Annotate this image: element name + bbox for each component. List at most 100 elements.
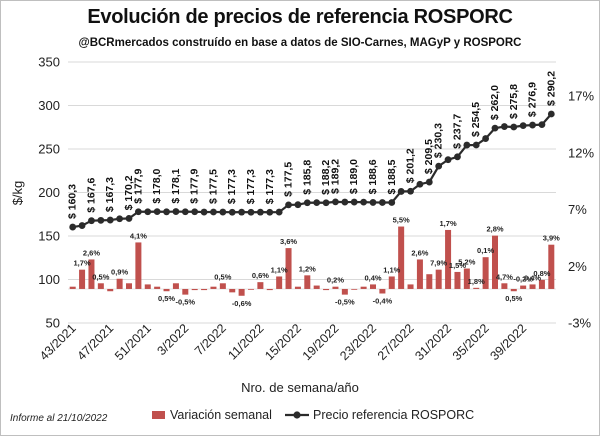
variation-bar	[548, 244, 555, 289]
variation-bar	[323, 288, 330, 291]
price-value-label: $ 177,5	[207, 169, 219, 204]
variation-bar	[154, 286, 161, 289]
x-tick-label: 47/2021	[74, 321, 116, 363]
bar-value-label: 0,2%	[327, 276, 344, 285]
price-point	[547, 110, 555, 118]
price-value-label: $ 188,5	[386, 159, 398, 194]
bar-value-label: 2,8%	[486, 225, 503, 234]
x-tick-label: 39/2022	[487, 321, 529, 363]
price-point	[322, 199, 330, 207]
price-value-label: $ 177,9	[189, 169, 201, 204]
y-left-tick-label: 350	[38, 55, 60, 70]
x-tick-label: 7/2022	[192, 321, 229, 358]
variation-bar	[116, 278, 123, 289]
bar-value-label: 1,1%	[383, 265, 400, 274]
chart-subtitle: @BCRmercados construído en base a datos …	[78, 37, 522, 49]
price-value-label: $ 230,3	[433, 123, 445, 158]
legend-marker-price	[293, 411, 301, 419]
legend-swatch-variation	[152, 411, 165, 419]
price-point	[294, 201, 302, 209]
price-point	[341, 198, 349, 206]
variation-bar	[341, 288, 348, 295]
price-point	[529, 121, 536, 129]
variation-bar	[210, 286, 217, 289]
bar-value-label: 5,2%	[458, 258, 475, 267]
variation-bar	[69, 286, 76, 289]
price-point	[106, 216, 114, 224]
price-value-label: $ 275,8	[508, 84, 520, 119]
variation-bar	[257, 282, 264, 289]
variation-bar	[351, 288, 358, 290]
y-right-tick-label: 7%	[568, 202, 587, 217]
line-series	[69, 110, 555, 231]
price-point	[510, 123, 518, 131]
variation-bar	[501, 283, 508, 289]
y-left-tick-label: 100	[38, 272, 60, 287]
price-point	[313, 199, 321, 206]
variation-bar	[369, 284, 377, 289]
x-tick-label: 15/2022	[262, 321, 304, 363]
bar-value-label: 4,7%	[496, 272, 513, 281]
price-point	[163, 208, 170, 216]
bar-value-label: 2,6%	[83, 248, 100, 257]
price-value-label: $ 189,2	[329, 159, 341, 194]
price-point	[538, 121, 546, 129]
price-point	[125, 215, 133, 222]
price-value-label: $ 209,5	[423, 139, 435, 174]
price-point	[303, 199, 311, 207]
price-point	[275, 208, 283, 216]
variation-bar	[125, 283, 133, 289]
price-value-label: $ 167,6	[85, 178, 97, 213]
price-point	[134, 208, 142, 216]
variation-bar	[97, 283, 104, 289]
x-tick-label: 51/2021	[112, 321, 154, 363]
price-point	[144, 208, 152, 216]
price-value-label: $ 178,0	[151, 168, 163, 203]
variation-bar	[285, 248, 292, 289]
variation-bar	[107, 288, 114, 292]
variation-bar	[266, 288, 273, 291]
price-value-label: $ 185,8	[301, 160, 313, 195]
x-tick-label: 19/2022	[300, 321, 342, 363]
price-point	[435, 162, 443, 170]
footnote: Informe al 21/10/2022	[10, 413, 108, 424]
variation-bar	[529, 284, 536, 289]
variation-bar	[538, 279, 545, 289]
bar-value-label: -0,6%	[232, 299, 252, 308]
price-point	[266, 208, 274, 216]
bar-value-label: 0,9%	[111, 268, 128, 277]
bar-value-label: 0,1%	[477, 246, 494, 255]
y-left-tick-label: 300	[38, 98, 60, 113]
variation-bar	[135, 242, 142, 289]
y-left-tick-label: 200	[38, 185, 60, 200]
price-point	[388, 199, 396, 206]
y-right-tick-label: 12%	[568, 145, 594, 160]
variation-bar	[398, 226, 405, 289]
bar-value-label: 7,9%	[430, 259, 447, 268]
price-point	[519, 122, 527, 129]
y-left-tick-label: 250	[38, 142, 60, 157]
variation-bar	[482, 257, 489, 289]
price-point	[444, 156, 452, 164]
variation-bar	[463, 268, 470, 289]
x-axis-title: Nro. de semana/año	[241, 380, 359, 395]
bar-value-label: 0,5%	[92, 272, 109, 281]
x-tick-label: 23/2022	[337, 321, 379, 363]
y-right-tick-label: 2%	[568, 259, 587, 274]
price-value-label: $ 178,1	[170, 168, 182, 203]
variation-bar	[332, 286, 339, 289]
price-point	[228, 208, 236, 216]
bar-value-label: 2,6%	[411, 248, 428, 257]
variation-bar	[144, 284, 151, 289]
variation-bar	[379, 288, 386, 294]
price-line	[72, 113, 553, 229]
bar-value-label: 1,2%	[299, 264, 316, 273]
bar-value-label: 1,1%	[271, 265, 288, 274]
price-point	[153, 208, 161, 216]
legend-label-price: Precio referencia ROSPORC	[313, 408, 474, 422]
price-point	[491, 124, 499, 132]
price-point	[88, 217, 95, 225]
price-point	[463, 141, 471, 149]
price-point	[482, 135, 490, 142]
